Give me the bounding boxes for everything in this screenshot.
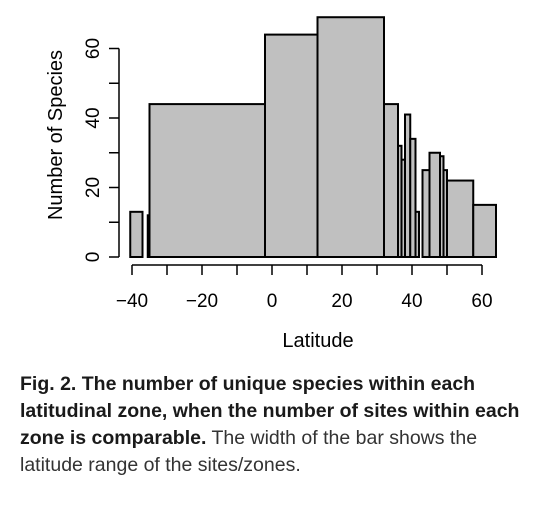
species-latitude-chart: −40 −20 0 20 40 60 0 20 40 60 Latitude Number of… (45, 16, 497, 352)
bar-0 (129, 210, 144, 258)
bar-15 (446, 179, 475, 258)
bar-16 (472, 203, 497, 258)
bar-10 (414, 210, 420, 258)
bars-group (129, 16, 497, 259)
y-tick-label: 0 (83, 252, 104, 263)
x-axis-label: Latitude (282, 330, 353, 352)
bar-11 (421, 169, 431, 258)
y-tick-label: 60 (83, 38, 104, 59)
caption-title: Fig. 2. The number of unique species wit… (20, 373, 520, 449)
caption-text: The width of the bar shows the latitude … (20, 427, 478, 476)
figure-caption: Fig. 2. The number of unique species wit… (20, 371, 520, 479)
y-tick-label: 40 (83, 107, 104, 128)
bar-3 (264, 33, 319, 258)
x-tick-label: 20 (331, 291, 352, 312)
bar-4 (316, 16, 385, 258)
x-tick-label: −40 (116, 291, 148, 312)
y-tick-label: 20 (83, 177, 104, 198)
x-tick-label: 60 (471, 291, 492, 312)
x-tick-label: 40 (401, 291, 422, 312)
bar-2 (148, 103, 266, 258)
y-axis: 0 20 40 60 (83, 38, 120, 263)
y-axis-label: Number of Species (45, 50, 67, 220)
bar-5 (383, 103, 399, 258)
bar-9 (409, 137, 417, 259)
x-tick-label: −20 (186, 291, 218, 312)
x-tick-label: 0 (267, 291, 278, 312)
bar-12 (428, 151, 441, 258)
x-axis: −40 −20 0 20 40 60 (116, 264, 493, 312)
